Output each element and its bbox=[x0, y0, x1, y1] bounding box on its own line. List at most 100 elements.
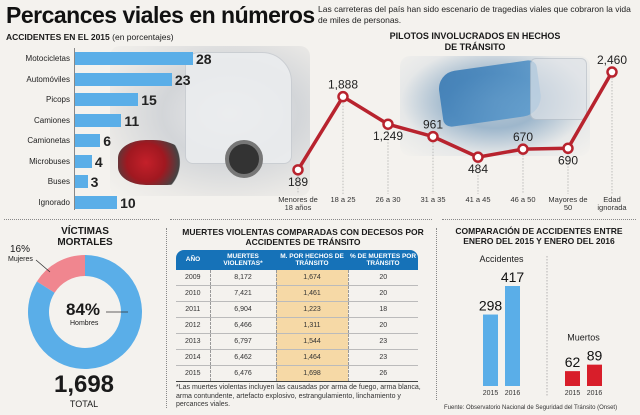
table-header-row: AÑO MUERTES VIOLENTAS* M. POR HECHOS DE TR… bbox=[176, 250, 418, 270]
men-label: Hombres bbox=[70, 320, 99, 327]
bar-value-label: 10 bbox=[120, 194, 136, 211]
table-cell: 1,698 bbox=[275, 365, 348, 382]
x-tick-label: Menores de bbox=[278, 195, 318, 204]
line-value-label: 189 bbox=[288, 175, 308, 189]
table-cell: 20 bbox=[347, 285, 418, 302]
table-cell: 18 bbox=[347, 301, 418, 318]
bar-label: Automóviles bbox=[26, 74, 70, 84]
victims-donut-chart bbox=[27, 255, 143, 369]
intro-text: Las carreteras del país han sido escenar… bbox=[318, 4, 631, 25]
line-point bbox=[517, 143, 529, 155]
bar bbox=[75, 93, 139, 106]
victims-total-label: TOTAL bbox=[69, 399, 99, 409]
bar-label: Ignorado bbox=[38, 197, 70, 207]
table-cell: 8,172 bbox=[209, 270, 276, 286]
motorcycle-image bbox=[118, 140, 188, 185]
divider bbox=[166, 228, 167, 408]
wheel-image bbox=[225, 140, 263, 178]
year-label: 2016 bbox=[505, 390, 521, 397]
table-row: 2011 6,904 1,223 18 bbox=[176, 301, 418, 318]
comparison-bar bbox=[483, 314, 498, 386]
year-label: 2016 bbox=[587, 390, 603, 397]
line-value-label: 1,888 bbox=[328, 78, 358, 92]
table-cell: 1,544 bbox=[275, 333, 348, 350]
source-note: Fuente: Observatorio Nacional de Segurid… bbox=[444, 405, 618, 411]
table-row: 2009 8,172 1,674 20 bbox=[176, 270, 418, 286]
column-header: MUERTES VIOLENTAS* bbox=[210, 250, 276, 270]
x-tick-label: 50 bbox=[564, 203, 572, 212]
table-footnote: *Las muertes violentas incluyen las caus… bbox=[176, 384, 421, 408]
leader-line bbox=[35, 259, 51, 273]
table-cell: 1,461 bbox=[275, 285, 348, 302]
bar-value-label: 11 bbox=[124, 112, 140, 129]
line-value-label: 2,460 bbox=[597, 53, 627, 67]
bar bbox=[75, 72, 172, 86]
women-percent: 16% bbox=[10, 244, 31, 255]
drivers-chart-title: PILOTOS INVOLUCRADOS EN HECHOS DE TRÁNSI… bbox=[389, 31, 561, 52]
line-series bbox=[296, 71, 614, 171]
line-point bbox=[427, 130, 439, 143]
comparison-title: COMPARACIÓN DE ACCIDENTES ENTRE ENERO DE… bbox=[455, 226, 623, 246]
line-point bbox=[562, 142, 574, 155]
x-tick-label: 31 a 35 bbox=[420, 195, 445, 204]
x-tick-label: 18 años bbox=[285, 203, 312, 212]
table-cell: 6,797 bbox=[209, 333, 276, 350]
column-header: M. POR HECHOS DE TRÁNSITO bbox=[276, 250, 348, 270]
table-cell: 1,223 bbox=[275, 301, 348, 318]
line-value-label: 484 bbox=[468, 162, 488, 176]
table-cell: 2009 bbox=[176, 270, 210, 286]
comparison-bar bbox=[565, 371, 580, 386]
x-tick-label: 41 a 45 bbox=[465, 195, 490, 204]
group-label: Accidentes bbox=[479, 254, 524, 264]
table-cell: 6,904 bbox=[209, 301, 276, 318]
table-row: 2013 6,797 1,544 23 bbox=[176, 333, 418, 350]
table-row: 2012 6,466 1,311 20 bbox=[176, 317, 418, 334]
table-cell: 20 bbox=[347, 270, 418, 286]
women-label: Mujeres bbox=[8, 256, 33, 263]
bar-label: Picops bbox=[45, 95, 70, 104]
victims-title: VÍCTIMAS MORTALES bbox=[57, 226, 113, 248]
table-cell: 6,476 bbox=[209, 365, 276, 382]
table-cell: 2014 bbox=[176, 349, 210, 366]
comparison-value-label: 89 bbox=[587, 348, 603, 364]
x-tick-label: Mayores de bbox=[548, 195, 587, 204]
table-row: 2014 6,462 1,464 23 bbox=[176, 349, 418, 366]
table-cell: 2012 bbox=[176, 317, 210, 334]
x-tick-label: 18 a 25 bbox=[330, 195, 355, 204]
comparison-bar-chart: Accidentes 298 2015 417 2016 Muertos 62 2015 89 2… bbox=[479, 254, 603, 397]
divider bbox=[4, 219, 159, 220]
line-point bbox=[292, 164, 304, 176]
group-label: Muertos bbox=[567, 333, 600, 343]
bar bbox=[75, 175, 88, 188]
donut-slice bbox=[27, 255, 143, 369]
table-cell: 20 bbox=[347, 317, 418, 334]
table-row: 2010 7,421 1,461 20 bbox=[176, 285, 418, 302]
comparison-value-label: 298 bbox=[479, 298, 503, 314]
x-tick-label: Edad bbox=[603, 195, 621, 204]
bar-axis bbox=[74, 48, 75, 210]
comparison-value-label: 62 bbox=[565, 354, 581, 370]
x-tick-label: ignorada bbox=[597, 203, 627, 212]
table-cell: 2011 bbox=[176, 301, 210, 318]
bar-label: Camionetas bbox=[27, 136, 70, 145]
accidents-chart-subtitle: (en porcentajes) bbox=[112, 32, 174, 42]
bar bbox=[75, 113, 122, 127]
page-title: Percances viales en números bbox=[6, 2, 315, 28]
line-point bbox=[606, 66, 618, 78]
table-cell: 26 bbox=[347, 365, 418, 382]
divider bbox=[442, 219, 636, 220]
x-tick-label: 26 a 30 bbox=[375, 195, 400, 204]
truck-image bbox=[530, 58, 587, 120]
line-point bbox=[337, 90, 349, 103]
bar bbox=[75, 154, 92, 168]
comparison-value-label: 417 bbox=[501, 269, 525, 285]
bar-label: Camiones bbox=[33, 115, 70, 125]
bar bbox=[75, 195, 118, 209]
donut-slice bbox=[36, 255, 85, 293]
line-point bbox=[472, 151, 484, 163]
bar-label: Motocicletas bbox=[25, 54, 70, 63]
column-header: % DE MUERTES POR TRÁNSITO bbox=[348, 250, 418, 270]
line-value-label: 670 bbox=[513, 130, 533, 144]
table-row: 2015 6,476 1,698 26 bbox=[176, 365, 418, 382]
